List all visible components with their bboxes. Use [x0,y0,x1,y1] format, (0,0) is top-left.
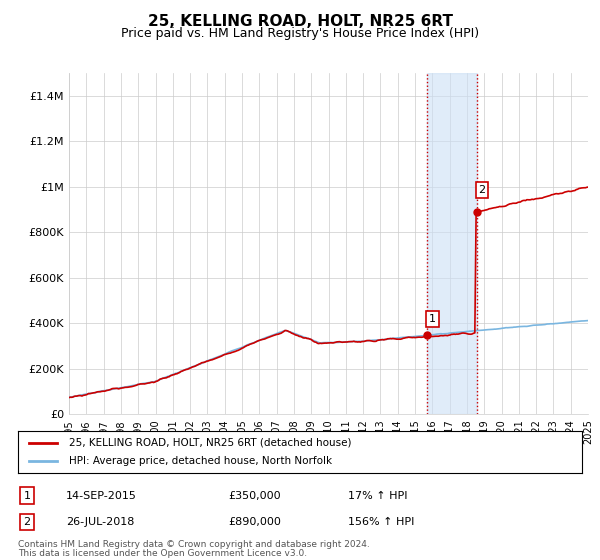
Text: 17% ↑ HPI: 17% ↑ HPI [348,491,407,501]
Text: £350,000: £350,000 [228,491,281,501]
Text: 26-JUL-2018: 26-JUL-2018 [66,517,134,527]
Bar [427,73,477,414]
Text: HPI: Average price, detached house, North Norfolk: HPI: Average price, detached house, Nort… [69,456,332,466]
Text: 2: 2 [23,517,31,527]
Text: Contains HM Land Registry data © Crown copyright and database right 2024.: Contains HM Land Registry data © Crown c… [18,540,370,549]
Text: 1: 1 [23,491,31,501]
Text: 156% ↑ HPI: 156% ↑ HPI [348,517,415,527]
Text: 2: 2 [478,185,485,195]
Text: £890,000: £890,000 [228,517,281,527]
Text: 25, KELLING ROAD, HOLT, NR25 6RT: 25, KELLING ROAD, HOLT, NR25 6RT [148,14,452,29]
Text: Price paid vs. HM Land Registry's House Price Index (HPI): Price paid vs. HM Land Registry's House … [121,27,479,40]
Text: 14-SEP-2015: 14-SEP-2015 [66,491,137,501]
Text: This data is licensed under the Open Government Licence v3.0.: This data is licensed under the Open Gov… [18,549,307,558]
Text: 25, KELLING ROAD, HOLT, NR25 6RT (detached house): 25, KELLING ROAD, HOLT, NR25 6RT (detach… [69,438,351,448]
Text: 1: 1 [429,314,436,324]
